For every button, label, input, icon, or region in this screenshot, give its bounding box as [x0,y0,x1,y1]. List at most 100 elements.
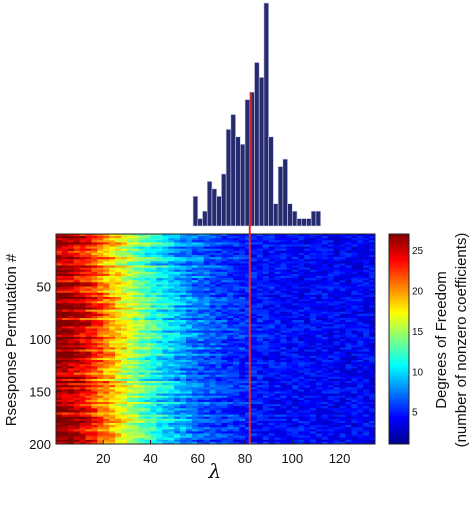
heatmap-cell [227,311,234,315]
heatmap-cell [85,280,92,283]
heatmap-cell [191,372,199,375]
heatmap-cell [292,326,299,329]
heatmap-cell [168,357,175,361]
heatmap-cell [321,357,329,361]
heatmap-cell [197,299,205,302]
heatmap-cell [73,334,81,338]
heatmap-cell [197,345,205,348]
heatmap-cell [67,387,75,390]
heatmap-cell [174,305,181,308]
heatmap-cell [339,311,346,315]
heatmap-cell [203,351,210,354]
heatmap-cell [162,425,169,428]
heatmap-cell [280,238,287,241]
heatmap-cell [274,257,281,260]
heatmap-cell [268,320,275,323]
heatmap-cell [321,250,329,254]
heatmap-cell [209,412,216,415]
heatmap-cell [73,297,81,300]
heatmap-cell [245,395,252,399]
heatmap-cell [357,368,364,371]
heatmap-cell [162,292,169,296]
heatmap-cell [144,378,151,382]
heatmap-cell [203,332,210,336]
heatmap-cell [339,343,346,346]
heatmap-cell [357,353,364,357]
heatmap-cell [304,290,311,294]
heatmap-cell [327,322,335,325]
heatmap-cell [85,410,92,413]
heatmap-cell [97,311,104,315]
heatmap-cell [315,318,323,321]
heatmap-cell [233,385,240,388]
heatmap-cell [221,360,228,363]
heatmap-cell [120,357,128,361]
heatmap-cell [91,273,98,277]
heatmap-cell [304,263,311,266]
heatmap-cell [286,322,293,325]
heatmap-cell [56,349,63,352]
heatmap-cell [250,303,258,306]
heatmap-cell [221,324,228,327]
heatmap-cell [103,299,110,302]
heatmap-cell [209,393,216,396]
heatmap-cell [144,267,151,270]
heatmap-cell [363,311,370,315]
heatmap-cell [144,349,151,352]
heatmap-cell [292,309,299,312]
heatmap-cell [185,334,193,338]
heatmap-cell [363,353,370,357]
heatmap-cell [73,278,81,281]
heatmap-cell [339,339,346,342]
heatmap-cell [315,250,323,254]
heatmap-cell [79,385,86,388]
heatmap-cell [203,406,210,409]
heatmap-cell [191,250,199,254]
heatmap-cell [162,330,169,333]
heatmap-cell [215,408,222,411]
heatmap-cell [56,385,63,388]
heatmap-cell [310,265,317,268]
heatmap-cell [292,320,299,323]
heatmap-cell [351,267,358,270]
heatmap-cell [56,378,63,382]
heatmap-cell [215,265,222,268]
heatmap-cell [327,389,335,392]
heatmap-cell [351,301,358,304]
heatmap-cell [203,250,210,254]
heatmap-cell [215,418,222,422]
heatmap-cell [292,376,299,380]
heatmap-cell [345,399,352,403]
heatmap-cell [185,372,193,375]
heatmap-cell [310,349,317,352]
heatmap-cell [345,282,352,285]
heatmap-cell [262,336,270,340]
heatmap-cell [369,330,376,333]
heatmap-cell [91,303,98,306]
heatmap-cell [109,343,116,346]
heatmap-cell [168,334,175,338]
heatmap-cell [56,252,63,256]
heatmap-cell [109,236,116,239]
heatmap-cell [174,410,181,413]
heatmap-cell [185,303,193,306]
heatmap-cell [180,273,187,277]
heatmap-cell [103,238,110,241]
heatmap-cell [357,372,364,375]
heatmap-cell [185,332,193,336]
heatmap-cell [215,423,222,426]
heatmap-cell [162,240,169,243]
heatmap-cell [203,276,210,279]
heatmap-cell [120,320,128,323]
heatmap-cell [268,259,275,262]
heatmap-cell [298,334,305,338]
heatmap-cell [156,345,163,348]
heatmap-cell [357,271,364,275]
heatmap-cell [215,248,222,252]
heatmap-cell [156,324,163,327]
heatmap-cell [357,248,364,252]
heatmap-cell [91,404,98,407]
heatmap-cell [132,389,140,392]
heatmap-cell [56,263,63,266]
heatmap-cell [333,290,340,294]
